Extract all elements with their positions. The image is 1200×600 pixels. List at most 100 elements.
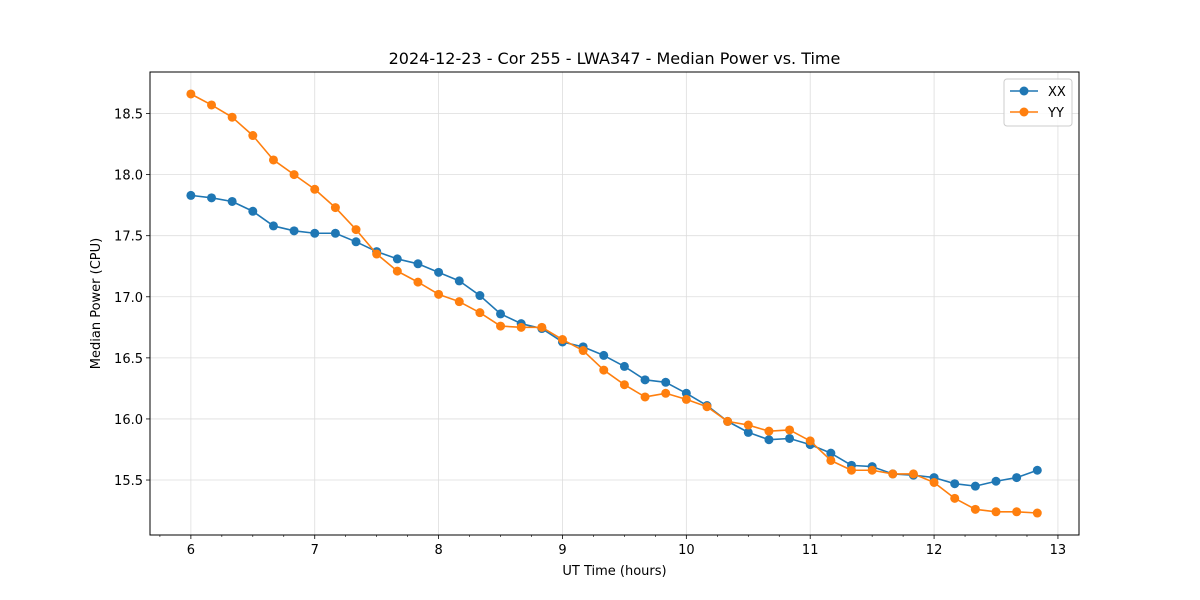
data-point-yy [372, 249, 382, 259]
data-point-yy [557, 335, 567, 345]
data-point-xx [640, 375, 650, 385]
series-line-yy [190, 93, 1038, 514]
data-point-yy [186, 89, 196, 99]
y-tick-label: 16.0 [114, 413, 143, 428]
series-line-xx [190, 194, 1038, 487]
data-point-yy [516, 322, 526, 332]
data-point-yy [785, 425, 795, 435]
y-tick-label: 17.5 [114, 230, 143, 245]
data-point-yy [475, 308, 485, 318]
plot-frame [149, 71, 1080, 536]
data-point-yy [392, 266, 402, 276]
legend-label-yy: YY [1047, 106, 1064, 121]
data-point-yy [867, 465, 877, 475]
data-point-yy [991, 507, 1001, 517]
data-point-yy [351, 225, 361, 235]
data-point-xx [392, 254, 402, 264]
data-point-xx [785, 433, 795, 443]
data-point-yy [537, 322, 547, 332]
data-point-yy [908, 469, 918, 479]
x-tick-label: 10 [678, 543, 695, 558]
data-point-yy [929, 477, 939, 487]
grid [150, 72, 1079, 535]
data-point-yy [227, 112, 237, 122]
legend-entry-yy: YY [1010, 106, 1064, 121]
data-point-yy [702, 402, 712, 412]
y-tick-label: 15.5 [114, 474, 143, 489]
y-tick-label: 16.5 [114, 352, 143, 367]
data-point-yy [578, 346, 588, 356]
data-point-yy [330, 203, 340, 213]
data-point-xx [248, 206, 258, 216]
data-point-yy [846, 465, 856, 475]
x-tick-label: 9 [558, 543, 566, 558]
series-yy [186, 89, 1042, 518]
data-point-xx [227, 196, 237, 206]
legend-marker-yy [1019, 107, 1029, 117]
data-point-yy [619, 380, 629, 390]
data-point-yy [310, 184, 320, 194]
data-point-xx [950, 479, 960, 489]
x-tick-label: 6 [187, 543, 195, 558]
y-tick-label: 18.0 [114, 169, 143, 184]
data-point-yy [1032, 508, 1042, 518]
data-point-yy [764, 426, 774, 436]
data-point-yy [599, 365, 609, 375]
chart-title: 2024-12-23 - Cor 255 - LWA347 - Median P… [389, 49, 841, 68]
x-tick-label: 7 [311, 543, 319, 558]
data-point-xx [351, 237, 361, 247]
data-point-yy [661, 388, 671, 398]
data-point-xx [454, 276, 464, 286]
x-axis-label: UT Time (hours) [562, 564, 666, 579]
data-point-xx [186, 190, 196, 200]
data-point-xx [764, 435, 774, 445]
data-point-yy [289, 170, 299, 180]
data-point-xx [970, 481, 980, 491]
data-point-yy [950, 493, 960, 503]
data-point-yy [413, 277, 423, 287]
x-tick-label: 12 [926, 543, 943, 558]
data-point-yy [681, 394, 691, 404]
y-axis: 15.5 16.0 16.5 17.0 17.5 18.0 18.5 [114, 108, 150, 489]
series-layer [186, 89, 1042, 518]
data-point-xx [1032, 465, 1042, 475]
y-tick-label: 18.5 [114, 108, 143, 123]
data-point-yy [888, 469, 898, 479]
data-point-xx [268, 221, 278, 231]
data-point-xx [991, 476, 1001, 486]
data-point-yy [207, 100, 217, 110]
data-point-xx [599, 350, 609, 360]
data-point-xx [661, 377, 671, 387]
data-point-yy [434, 289, 444, 299]
data-point-xx [1012, 473, 1022, 483]
data-point-xx [619, 361, 629, 371]
data-point-yy [248, 131, 258, 141]
data-point-yy [640, 392, 650, 402]
data-point-xx [413, 259, 423, 269]
data-point-xx [289, 226, 299, 236]
legend-label-xx: XX [1048, 85, 1066, 100]
data-point-yy [970, 504, 980, 514]
data-point-xx [310, 228, 320, 238]
data-point-yy [826, 455, 836, 465]
x-axis: 6 7 8 9 10 11 12 13 [159, 535, 1067, 558]
data-point-xx [826, 448, 836, 458]
data-point-xx [743, 427, 753, 437]
x-tick-label: 13 [1050, 543, 1067, 558]
data-point-yy [1012, 507, 1022, 517]
x-tick-label: 8 [434, 543, 442, 558]
legend: XX YY [1003, 78, 1073, 127]
data-point-xx [496, 309, 506, 319]
y-axis-label: Median Power (CPU) [89, 238, 104, 369]
data-point-xx [434, 267, 444, 277]
data-point-yy [743, 420, 753, 430]
data-point-xx [330, 228, 340, 238]
data-point-yy [268, 155, 278, 165]
data-point-yy [805, 436, 815, 446]
legend-marker-xx [1019, 86, 1029, 96]
data-point-yy [496, 321, 506, 331]
data-point-yy [454, 297, 464, 307]
data-point-yy [723, 416, 733, 426]
legend-entry-xx: XX [1010, 85, 1066, 100]
